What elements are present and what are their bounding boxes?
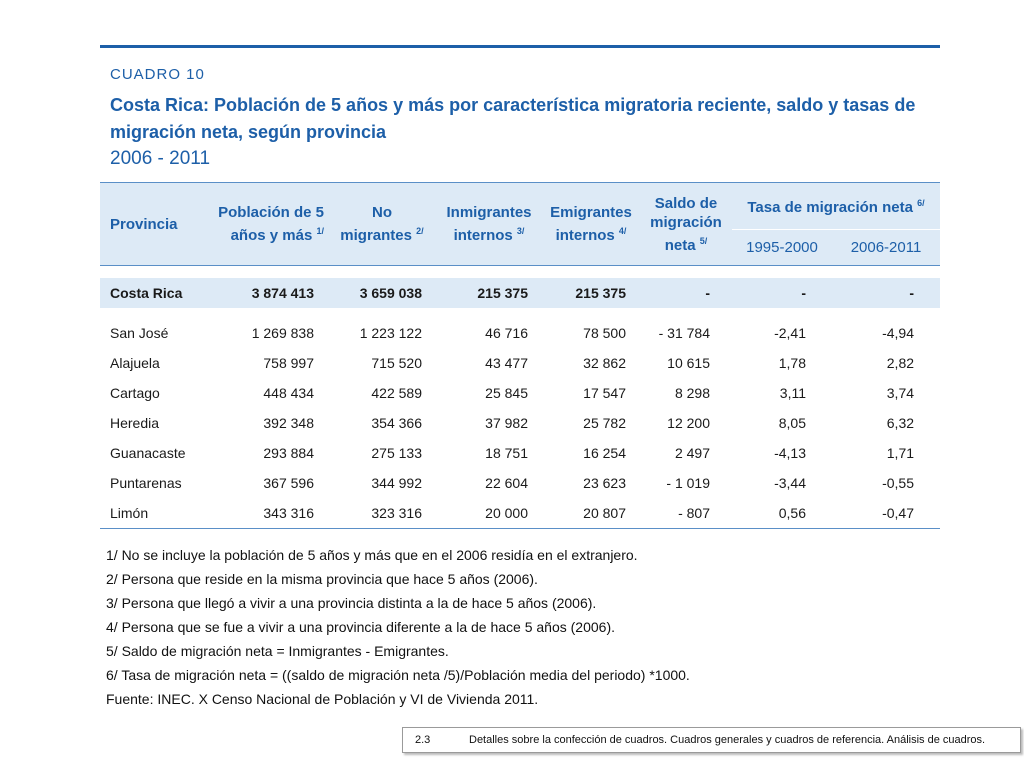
col-tasa-group: Tasa de migración neta 6/ [732, 182, 941, 230]
table-row: Cartago 448 434 422 589 25 845 17 547 8 … [100, 378, 940, 408]
table-row: San José 1 269 838 1 223 122 46 716 78 5… [100, 318, 940, 348]
cell-emigrantes: 23 623 [583, 475, 626, 491]
col-tasa-1995: 1995-2000 [732, 228, 832, 266]
cell-tasa-2006: -0,47 [832, 498, 941, 529]
cell-emigrantes: 25 782 [583, 415, 626, 431]
cell-tasa-1995: 3,11 [779, 385, 806, 401]
cell-poblacion: 758 997 [263, 355, 314, 371]
cell-saldo: - 31 784 [658, 325, 710, 341]
cell-inmigrantes: 18 751 [485, 445, 528, 461]
cell-tasa-2006: 3,74 [886, 385, 915, 401]
cell-tasa-1995: 0,56 [732, 498, 832, 529]
cell-saldo: - 807 [640, 498, 732, 529]
cell-provincia: Guanacaste [110, 445, 186, 461]
note-5: 5/ Saldo de migración neta = Inmigrantes… [106, 643, 449, 659]
table-number: CUADRO 10 [110, 66, 205, 83]
cell-poblacion: 293 884 [263, 445, 314, 461]
cell-inmigrantes: 43 477 [485, 355, 528, 371]
col-no-migrantes: No migrantes 2/ [328, 182, 436, 266]
cell-emigrantes: 32 862 [583, 355, 626, 371]
cell-tasa-2006: 1,71 [886, 445, 915, 461]
cell-emigrantes: 16 254 [583, 445, 626, 461]
table-notes: 1/ No se incluye la población de 5 años … [106, 543, 690, 711]
note-1: 1/ No se incluye la población de 5 años … [106, 547, 638, 563]
cell-poblacion: 448 434 [263, 385, 314, 401]
note-6: 6/ Tasa de migración neta = ((saldo de m… [106, 667, 690, 683]
col-inmigrantes: Inmigrantes internos 3/ [436, 182, 542, 266]
col-tasa-2006: 2006-2011 [832, 228, 941, 266]
col-saldo: Saldo de migración neta 5/ [640, 182, 732, 266]
cell-saldo: - 1 019 [666, 475, 710, 491]
cell-poblacion: 343 316 [210, 498, 328, 529]
cell-provincia: Limón [100, 498, 210, 529]
cell-no-migrantes: 1 223 122 [359, 325, 422, 341]
cell-tasa-2006: -4,94 [882, 325, 915, 341]
cell-provincia: Costa Rica [100, 278, 210, 308]
col-poblacion: Población de 5 años y más 1/ [210, 182, 328, 266]
cell-emigrantes: 78 500 [583, 325, 626, 341]
cell-saldo: 2 497 [674, 445, 710, 461]
title-line-2: migración neta, según provincia [110, 122, 387, 142]
col-emigrantes: Emigrantes internos 4/ [542, 182, 640, 266]
cell-saldo: 10 615 [667, 355, 710, 371]
cell-provincia: San José [110, 325, 169, 341]
cell-emigrantes: 215 375 [542, 278, 640, 308]
col-provincia: Provincia [100, 182, 210, 266]
table-row: Limón 343 316 323 316 20 000 20 807 - 80… [100, 498, 941, 529]
cell-inmigrantes: 46 716 [485, 325, 528, 341]
cell-inmigrantes: 215 375 [436, 278, 542, 308]
cell-no-migrantes: 422 589 [371, 385, 422, 401]
cell-emigrantes: 20 807 [542, 498, 640, 529]
footer-section-text: Detalles sobre la confección de cuadros.… [469, 734, 986, 746]
cell-inmigrantes: 22 604 [485, 475, 528, 491]
cell-saldo: - [640, 278, 732, 308]
table-period: 2006 - 2011 [110, 148, 211, 169]
note-3: 3/ Persona que llegó a vivir a una provi… [106, 595, 597, 611]
cell-tasa-2006: 2,82 [886, 355, 915, 371]
cell-provincia: Alajuela [110, 355, 160, 371]
cell-tasa-1995: -3,44 [774, 475, 806, 491]
cell-no-migrantes: 715 520 [371, 355, 422, 371]
cell-tasa-1995: -4,13 [774, 445, 806, 461]
source-note: Fuente: INEC. X Censo Nacional de Poblac… [106, 691, 539, 707]
table-row: Alajuela 758 997 715 520 43 477 32 862 1… [100, 348, 940, 378]
title-line-1: Costa Rica: Población de 5 años y más po… [110, 95, 916, 115]
cell-provincia: Cartago [110, 385, 160, 401]
table-row: Guanacaste 293 884 275 133 18 751 16 254… [100, 438, 940, 468]
cell-saldo: 12 200 [667, 415, 710, 431]
cell-provincia: Heredia [110, 415, 160, 431]
note-2: 2/ Persona que reside en la misma provin… [106, 571, 538, 587]
cell-poblacion: 392 348 [263, 415, 314, 431]
cell-tasa-1995: - [732, 278, 832, 308]
cell-saldo: 8 298 [674, 385, 710, 401]
cell-tasa-2006: 6,32 [886, 415, 915, 431]
table-row: Puntarenas 367 596 344 992 22 604 23 623… [100, 468, 940, 498]
cell-inmigrantes: 20 000 [436, 498, 542, 529]
cell-inmigrantes: 37 982 [485, 415, 528, 431]
top-rule [100, 45, 940, 48]
cell-no-migrantes: 354 366 [371, 415, 422, 431]
cell-inmigrantes: 25 845 [485, 385, 528, 401]
table-title: Costa Rica: Población de 5 años y más po… [110, 92, 930, 146]
cell-no-migrantes: 323 316 [328, 498, 436, 529]
footer-caption: 2.3 Detalles sobre la confección de cuad… [402, 727, 1021, 753]
cell-provincia: Puntarenas [110, 475, 182, 491]
cell-no-migrantes: 344 992 [371, 475, 422, 491]
migration-table: Provincia Población de 5 años y más 1/ N… [100, 182, 941, 529]
cell-tasa-2006: - [832, 278, 941, 308]
cell-no-migrantes: 275 133 [371, 445, 422, 461]
cell-tasa-2006: -0,55 [882, 475, 915, 491]
footer-section-number: 2.3 [415, 734, 431, 746]
note-4: 4/ Persona que se fue a vivir a una prov… [106, 619, 615, 635]
cell-tasa-1995: 1,78 [778, 355, 806, 371]
cell-poblacion: 3 874 413 [210, 278, 328, 308]
cell-tasa-1995: 8,05 [778, 415, 806, 431]
cell-tasa-1995: -2,41 [774, 325, 806, 341]
table-row: Heredia 392 348 354 366 37 982 25 782 12… [100, 408, 940, 438]
cell-emigrantes: 17 547 [583, 385, 626, 401]
cell-no-migrantes: 3 659 038 [328, 278, 436, 308]
table-row-total: Costa Rica 3 874 413 3 659 038 215 375 2… [100, 278, 941, 308]
cell-poblacion: 1 269 838 [251, 325, 314, 341]
cell-poblacion: 367 596 [263, 475, 314, 491]
